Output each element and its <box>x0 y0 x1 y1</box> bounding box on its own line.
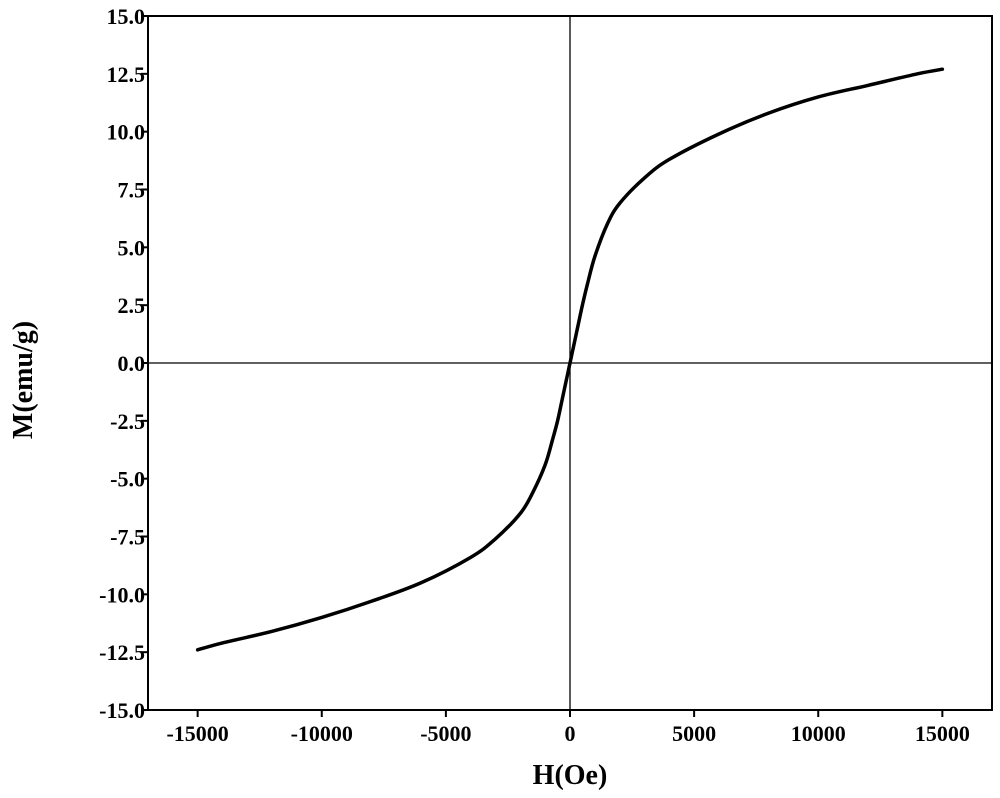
y-tick-label: -7.5 <box>110 525 145 550</box>
x-axis-ticks: -15000 -10000 -5000 0 5000 10000 15000 <box>166 710 970 746</box>
x-tick-label: 10000 <box>791 721 846 746</box>
y-tick-label: -2.5 <box>110 409 145 434</box>
x-tick-label: 15000 <box>915 721 970 746</box>
x-tick-label: -15000 <box>166 721 228 746</box>
y-tick-label: 0.0 <box>118 351 146 376</box>
magnetization-curve <box>195 67 945 652</box>
series-layer <box>195 67 945 652</box>
x-tick-label: 0 <box>565 721 576 746</box>
x-tick-label: 5000 <box>672 721 716 746</box>
y-tick-label: -15.0 <box>99 698 145 723</box>
y-axis-ticks: 15.0 12.5 10.0 7.5 5.0 2.5 0.0 -2.5 -5.0 -7.5 -10.… <box>99 4 148 723</box>
y-tick-label: -5.0 <box>110 467 145 492</box>
y-tick-label: 15.0 <box>107 4 146 29</box>
y-tick-label: 5.0 <box>118 235 146 260</box>
y-tick-label: -10.0 <box>99 582 145 607</box>
y-tick-label: 12.5 <box>107 62 146 87</box>
x-tick-label: -10000 <box>291 721 353 746</box>
y-axis-title: M(emu/g) <box>8 321 39 439</box>
x-tick-label: -5000 <box>420 721 471 746</box>
x-axis-title: H(Oe) <box>533 760 608 791</box>
y-tick-label: 7.5 <box>118 178 146 203</box>
y-tick-label: -12.5 <box>99 640 145 665</box>
y-tick-label: 2.5 <box>118 293 146 318</box>
y-tick-label: 10.0 <box>107 120 146 145</box>
